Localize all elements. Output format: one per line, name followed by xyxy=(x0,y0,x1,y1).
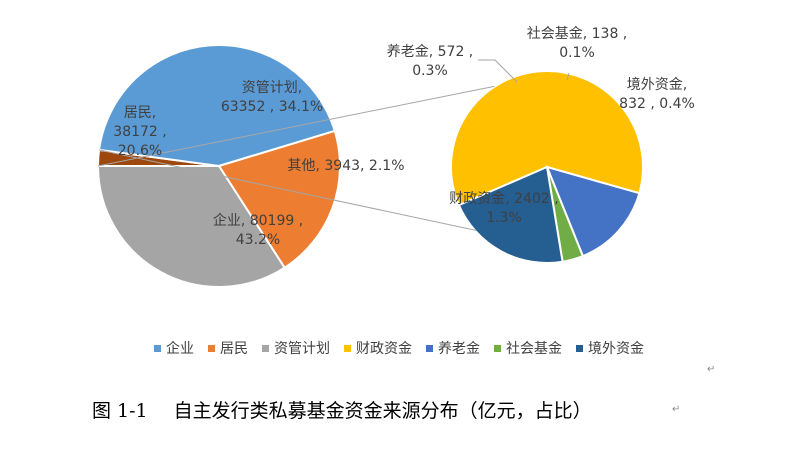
legend-item: 养老金 xyxy=(426,338,480,358)
main-pie-slice xyxy=(96,165,286,288)
legend-swatch xyxy=(208,344,215,352)
detail-pie-label: 境外资金, 832 , 0.4% xyxy=(619,77,695,112)
detail-pie-slice xyxy=(450,70,644,207)
legend-label: 资管计划 xyxy=(274,341,330,357)
paragraph-mark: ↵ xyxy=(707,364,716,375)
figure-title: 自主发行类私募基金资金来源分布（亿元，占比） xyxy=(173,400,592,422)
legend-label: 居民 xyxy=(220,341,248,357)
leader-line xyxy=(566,72,570,81)
main-pie-label-line: 43.2% xyxy=(236,232,280,248)
legend-item: 资管计划 xyxy=(262,338,330,358)
figure-caption: 图 1-1 自主发行类私募基金资金来源分布（亿元，占比） xyxy=(92,396,592,423)
detail-pie-label-line: 1.3% xyxy=(486,210,522,226)
legend-item: 居民 xyxy=(208,338,248,358)
main-pie-label-line: 其他, 3943, 2.1% xyxy=(288,158,405,174)
main-pie-label-line: 38172 , xyxy=(113,124,166,140)
detail-pie-label-line: 财政资金, 2402 , xyxy=(449,191,558,207)
main-pie-label-line: 居民, xyxy=(124,105,156,121)
main-pie-label-line: 63352 , 34.1% xyxy=(221,99,323,115)
leader-line xyxy=(478,59,518,83)
main-pie-label-line: 资管计划, xyxy=(242,80,302,96)
legend-swatch xyxy=(576,344,583,352)
detail-pie-label-line: 832 , 0.4% xyxy=(619,96,695,112)
legend-item: 财政资金 xyxy=(344,338,412,358)
legend-swatch xyxy=(426,344,433,352)
connector-line xyxy=(97,85,495,167)
legend-label: 企业 xyxy=(166,341,194,357)
main-pie-label: 企业, 80199 , 43.2% xyxy=(213,212,303,248)
detail-pie-label: 养老金, 572 , 0.3% xyxy=(387,44,474,79)
main-pie-label: 居民, 38172 , 20.6% xyxy=(113,105,166,159)
main-pie-label: 资管计划, 63352 , 34.1% xyxy=(221,80,323,115)
detail-pie-label-line: 社会基金, 138 , xyxy=(527,25,628,42)
legend-swatch xyxy=(344,344,351,352)
legend-label: 养老金 xyxy=(438,341,480,357)
paragraph-mark: ↵ xyxy=(672,404,681,415)
legend-swatch xyxy=(262,344,269,352)
legend-item: 境外资金 xyxy=(576,338,644,358)
main-pie-label-line: 20.6% xyxy=(118,143,162,159)
detail-pie-slice xyxy=(457,165,564,265)
legend-item: 社会基金 xyxy=(494,338,562,358)
detail-pie-label-line: 0.1% xyxy=(559,45,595,61)
main-pie-label: 其他, 3943, 2.1% xyxy=(288,158,405,174)
figure-number: 图 1-1 xyxy=(92,400,148,422)
chart-legend: 企业 居民 资管计划 财政资金 养老金 社会基金 境外资金 xyxy=(0,336,798,360)
main-pie-slice xyxy=(217,129,341,270)
legend-label: 财政资金 xyxy=(356,341,412,357)
detail-pie-label-line: 境外资金, xyxy=(627,77,687,93)
legend-label: 社会基金 xyxy=(506,341,562,357)
main-pie-label-line: 企业, 80199 , xyxy=(213,212,303,229)
detail-pie-label: 财政资金, 2402 , 1.3% xyxy=(449,191,558,226)
legend-swatch xyxy=(154,344,161,352)
detail-pie-slice xyxy=(545,165,641,258)
legend-item: 企业 xyxy=(154,338,194,358)
connector-line xyxy=(98,149,477,231)
legend-swatch xyxy=(494,344,501,352)
legend-label: 境外资金 xyxy=(588,341,644,357)
detail-pie-label-line: 养老金, 572 , xyxy=(387,44,474,60)
detail-pie-label-line: 0.3% xyxy=(412,63,448,79)
detail-pie-label: 社会基金, 138 , 0.1% xyxy=(527,25,628,61)
main-pie-slice xyxy=(97,44,337,168)
